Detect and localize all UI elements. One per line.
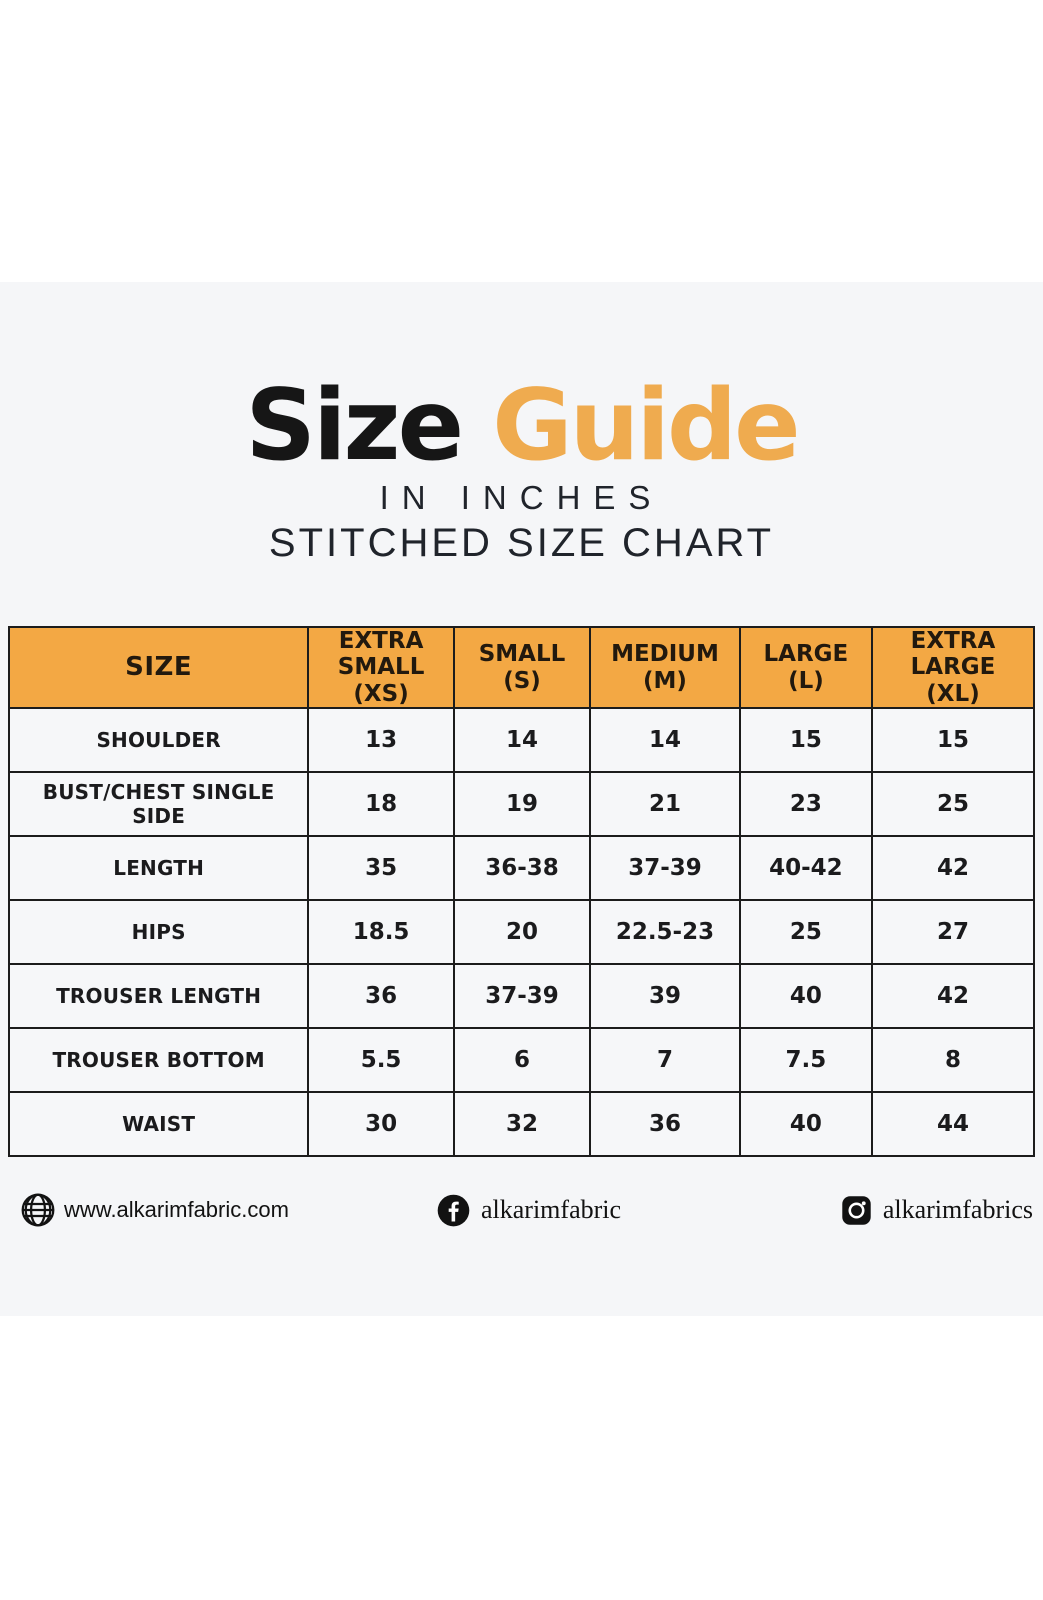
size-value: 15 — [738, 707, 874, 774]
size-value: 44 — [871, 1091, 1035, 1158]
size-value: 15 — [871, 707, 1035, 774]
column-header: EXTRA SMALL (XS) — [307, 625, 455, 710]
size-value: 36 — [307, 963, 455, 1030]
size-value: 6 — [452, 1027, 592, 1094]
instagram-icon — [842, 1195, 871, 1225]
table-row: LENGTH 35 36-38 37-39 40-42 42 — [7, 835, 1035, 902]
size-value: 18.5 — [307, 899, 455, 966]
size-value: 39 — [589, 963, 741, 1030]
column-header: SMALL (S) — [452, 625, 592, 710]
globe-icon — [21, 1193, 55, 1227]
column-header: EXTRA LARGE (XL) — [871, 625, 1035, 710]
header-row: SIZE EXTRA SMALL (XS) SMALL (S) MEDIUM (M) L… — [7, 625, 1035, 710]
table-row: WAIST 30 32 36 40 44 — [7, 1091, 1035, 1158]
size-value: 20 — [452, 899, 592, 966]
size-value: 19 — [452, 771, 592, 838]
size-table-wrapper: SIZE EXTRA SMALL (XS) SMALL (S) MEDIUM (M) L… — [7, 625, 1035, 1158]
row-label: BUST/CHEST SINGLE SIDE — [7, 771, 310, 838]
size-value: 21 — [589, 771, 741, 838]
column-header: MEDIUM (M) — [589, 625, 741, 710]
size-value: 13 — [307, 707, 455, 774]
row-label: TROUSER LENGTH — [7, 963, 310, 1030]
size-value: 37-39 — [452, 963, 592, 1030]
size-value: 23 — [738, 771, 874, 838]
title-word-size: Size — [245, 369, 464, 483]
size-value: 37-39 — [589, 835, 741, 902]
size-value: 27 — [871, 899, 1035, 966]
size-value: 5.5 — [307, 1027, 455, 1094]
size-value: 14 — [589, 707, 741, 774]
row-label: SHOULDER — [7, 707, 310, 774]
title-word-guide: Guide — [492, 369, 800, 483]
size-value: 42 — [871, 963, 1035, 1030]
column-header: LARGE (L) — [738, 625, 874, 710]
instagram-handle: alkarimfabrics — [882, 1195, 1033, 1224]
size-value: 18 — [307, 771, 455, 838]
size-value: 32 — [452, 1091, 592, 1158]
row-label: WAIST — [7, 1091, 310, 1158]
size-value: 40 — [738, 963, 874, 1030]
table-row: SHOULDER 13 14 14 15 15 — [7, 707, 1035, 774]
size-value: 30 — [307, 1091, 455, 1158]
size-table: SIZE EXTRA SMALL (XS) SMALL (S) MEDIUM (M) L… — [7, 625, 1035, 1158]
facebook-link: alkarimfabric — [437, 1186, 621, 1234]
facebook-handle: alkarimfabric — [481, 1195, 622, 1224]
size-value: 14 — [452, 707, 592, 774]
table-row: HIPS 18.5 20 22.5-23 25 27 — [7, 899, 1035, 966]
size-column-header: SIZE — [7, 625, 310, 710]
instagram-link: alkarimfabrics — [841, 1186, 1033, 1234]
page-title: Size Guide — [0, 377, 1043, 475]
size-value: 35 — [307, 835, 455, 902]
size-value: 22.5-23 — [589, 899, 741, 966]
size-value: 40-42 — [738, 835, 874, 902]
size-value: 7 — [589, 1027, 741, 1094]
subtitle-stitched-size-chart: STITCHED SIZE CHART — [268, 521, 775, 565]
size-value: 36-38 — [452, 835, 592, 902]
row-label: LENGTH — [7, 835, 310, 902]
size-value: 36 — [589, 1091, 741, 1158]
table-row: TROUSER BOTTOM 5.5 6 7 7.5 8 — [7, 1027, 1035, 1094]
row-label: HIPS — [7, 899, 310, 966]
table-row: BUST/CHEST SINGLE SIDE 18 19 21 23 25 — [7, 771, 1035, 838]
website-link: www.alkarimfabric.com — [20, 1186, 289, 1234]
row-label: TROUSER BOTTOM — [7, 1027, 310, 1094]
table-row: TROUSER LENGTH 36 37-39 39 40 42 — [7, 963, 1035, 1030]
size-table-body: SHOULDER 13 14 14 15 15 BUST/CHEST SINGLE SIDE… — [7, 707, 1035, 1158]
size-value: 42 — [871, 835, 1035, 902]
size-value: 25 — [871, 771, 1035, 838]
size-value: 25 — [738, 899, 874, 966]
facebook-icon — [437, 1194, 470, 1226]
subtitle-in-inches: IN INCHES — [379, 479, 664, 516]
website-url: www.alkarimfabric.com — [64, 1197, 289, 1222]
size-value: 7.5 — [738, 1027, 874, 1094]
size-value: 8 — [871, 1027, 1035, 1094]
size-value: 40 — [738, 1091, 874, 1158]
size-table-head: SIZE EXTRA SMALL (XS) SMALL (S) MEDIUM (M) L… — [7, 625, 1035, 710]
